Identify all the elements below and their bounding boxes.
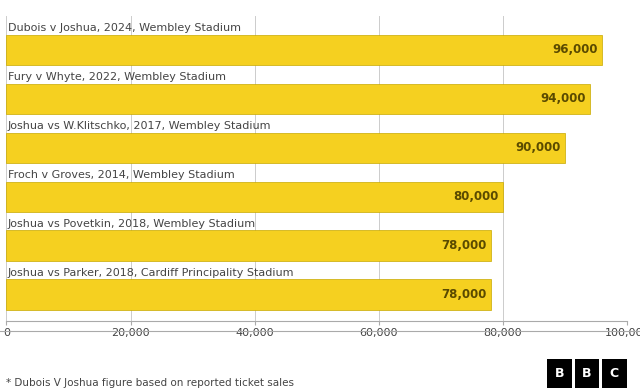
Text: B: B (582, 367, 591, 380)
Text: 94,000: 94,000 (540, 93, 586, 105)
Bar (6, 230, 491, 261)
Text: 78,000: 78,000 (441, 288, 486, 301)
Bar (6, 83, 590, 114)
Text: Froch v Groves, 2014, Wembley Stadium: Froch v Groves, 2014, Wembley Stadium (8, 170, 234, 180)
Text: * Dubois V Joshua figure based on reported ticket sales: * Dubois V Joshua figure based on report… (6, 378, 294, 388)
Text: 90,000: 90,000 (515, 141, 561, 154)
Text: Joshua vs Povetkin, 2018, Wembley Stadium: Joshua vs Povetkin, 2018, Wembley Stadiu… (8, 219, 256, 229)
Text: Joshua vs W.Klitschko, 2017, Wembley Stadium: Joshua vs W.Klitschko, 2017, Wembley Sta… (8, 121, 271, 131)
Text: Joshua vs Parker, 2018, Cardiff Principality Stadium: Joshua vs Parker, 2018, Cardiff Principa… (8, 268, 294, 278)
Text: 80,000: 80,000 (453, 190, 499, 203)
Text: Fury v Whyte, 2022, Wembley Stadium: Fury v Whyte, 2022, Wembley Stadium (8, 72, 226, 82)
Text: 96,000: 96,000 (552, 44, 598, 56)
Text: C: C (610, 367, 619, 380)
Bar (6, 132, 565, 163)
Bar (6, 279, 491, 310)
Bar (6, 181, 503, 212)
Text: 78,000: 78,000 (441, 239, 486, 252)
Text: Dubois v Joshua, 2024, Wembley Stadium: Dubois v Joshua, 2024, Wembley Stadium (8, 23, 241, 33)
Bar (6, 35, 602, 65)
Text: B: B (555, 367, 564, 380)
